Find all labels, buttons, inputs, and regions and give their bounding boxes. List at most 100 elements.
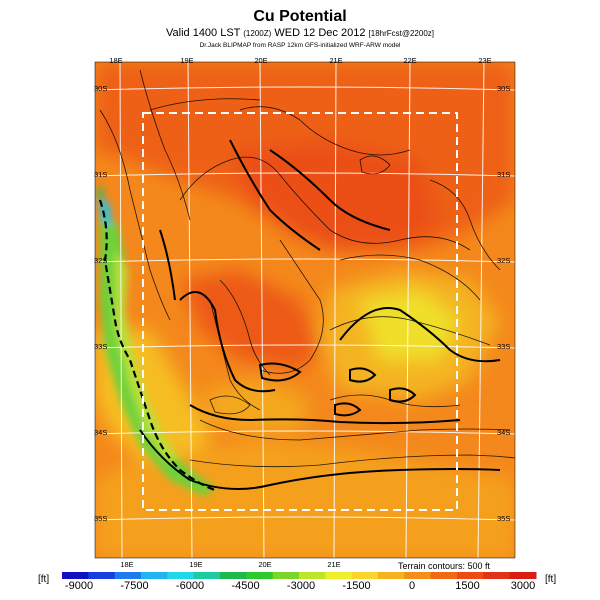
thick-contour [159, 229, 176, 301]
lat-label-right: 31S [497, 170, 510, 179]
map-field [95, 62, 515, 558]
valid-main: Valid 1400 LST [166, 27, 241, 39]
map-frame [94, 61, 516, 559]
forecast-info: [18hrFcst@2200z] [368, 29, 434, 38]
graticule-labels: 18E 19E 20E 21E 22E 23E 18E 19E 20E 21E … [94, 56, 510, 569]
lon-label-bottom: 21E [327, 560, 340, 569]
lat-label-left: 32S [94, 256, 107, 265]
colorbar-swatch [378, 572, 405, 579]
thick-contour [189, 404, 461, 425]
field-inland-yellow [205, 380, 310, 430]
parallel-31 [95, 172, 515, 177]
colorbar-tick-label: -1500 [342, 580, 370, 592]
lon-label-top: 20E [254, 56, 267, 65]
map-title: Cu Potential [253, 8, 347, 25]
lon-label-bottom: 18E [120, 560, 133, 569]
lon-label-top: 23E [478, 56, 491, 65]
lat-label-right: 35S [497, 514, 510, 523]
colorbar-swatch [88, 572, 116, 579]
lat-label-left: 34S [94, 428, 107, 437]
terrain-contour [209, 395, 251, 415]
thick-contour [339, 307, 501, 363]
colorbar-swatch [167, 572, 195, 579]
lat-label-left: 30S [94, 84, 107, 93]
meridian-19 [187, 62, 193, 558]
colorbar-swatch [325, 572, 353, 579]
colorbar-swatch [430, 572, 458, 579]
colorbar-tick-label: -6000 [176, 580, 204, 592]
colorbar-tick-label: -4500 [231, 580, 259, 592]
lon-label-bottom: 20E [258, 560, 271, 569]
meridian-20 [259, 62, 265, 558]
colorbar-tick-labels: -9000 -7500 -6000 -4500 -3000 -1500 0 1500 3000 [65, 580, 535, 592]
parallel-35 [95, 516, 515, 521]
parallel-33 [95, 344, 515, 349]
thick-contour [179, 291, 276, 393]
terrain-contour [359, 155, 391, 175]
model-credit: Dr.Jack BLIPMAP from RASP 12km GFS-initi… [199, 42, 401, 49]
lon-label-bottom: 19E [189, 560, 202, 569]
colorbar-swatch [141, 572, 168, 579]
lon-label-top: 19E [180, 56, 193, 65]
colorbar-tick-label: -3000 [287, 580, 315, 592]
thick-contour [349, 367, 377, 383]
terrain-contour [199, 419, 511, 441]
colorbar-swatch [483, 572, 511, 579]
colorbar [62, 572, 537, 579]
terrain-contour-note: Terrain contours: 500 ft [398, 561, 491, 571]
lat-label-right: 30S [497, 84, 510, 93]
lat-label-left: 35S [94, 514, 107, 523]
colorbar-unit-right: [ft] [545, 574, 557, 585]
meridian-23 [477, 62, 485, 558]
thick-contour [258, 362, 302, 382]
field-coast-green-north [97, 185, 104, 200]
colorbar-swatch [272, 572, 300, 579]
lat-label-right: 33S [497, 342, 510, 351]
valid-time: Valid 1400 LST (1200Z) WED 12 Dec 2012 [… [0, 27, 600, 39]
terrain-contour [209, 299, 261, 411]
terrain-contour [429, 179, 501, 271]
inner-domain-box [142, 112, 458, 511]
colorbar-swatch [351, 572, 379, 579]
lon-label-top: 21E [329, 56, 342, 65]
thick-contour [389, 387, 417, 403]
colorbar-tick-label: 1500 [455, 580, 479, 592]
lat-label-left: 33S [94, 342, 107, 351]
colorbar-swatch [114, 572, 142, 579]
lat-label-right: 34S [497, 428, 510, 437]
terrain-contours [99, 69, 515, 468]
terrain-contour [189, 454, 515, 468]
parallel-30 [95, 86, 515, 91]
terrain-contour [149, 98, 261, 111]
colorbar-swatch [404, 572, 432, 579]
colorbar-tick-label: -9000 [65, 580, 93, 592]
terrain-contour [99, 109, 171, 321]
thick-contour [269, 149, 391, 231]
terrain-contour [329, 316, 491, 346]
coastline [98, 199, 216, 492]
terrain-contour [179, 156, 471, 251]
colorbar-swatch [457, 572, 484, 579]
parallel-32 [95, 258, 515, 263]
valid-date: WED 12 Dec 2012 [274, 27, 366, 39]
terrain-contour [239, 106, 411, 156]
lon-label-top: 18E [109, 56, 122, 65]
meridian-18 [119, 62, 123, 558]
colorbar-swatch [246, 572, 274, 579]
terrain-contour [339, 254, 481, 301]
meridian-22 [405, 62, 411, 558]
thick-contour [229, 139, 321, 251]
colorbar-swatch [220, 572, 247, 579]
thick-contour [139, 429, 501, 490]
valid-utc: (1200Z) [243, 29, 272, 38]
colorbar-unit-left: [ft] [38, 574, 50, 585]
lat-label-left: 31S [94, 170, 107, 179]
colorbar-tick-label: 0 [409, 580, 415, 592]
thick-contour [334, 402, 362, 417]
colorbar-swatch [509, 572, 537, 579]
lat-label-right: 32S [497, 256, 510, 265]
parallel-34 [95, 430, 515, 435]
thick-contours [139, 139, 501, 490]
colorbar-tick-label: -7500 [120, 580, 148, 592]
